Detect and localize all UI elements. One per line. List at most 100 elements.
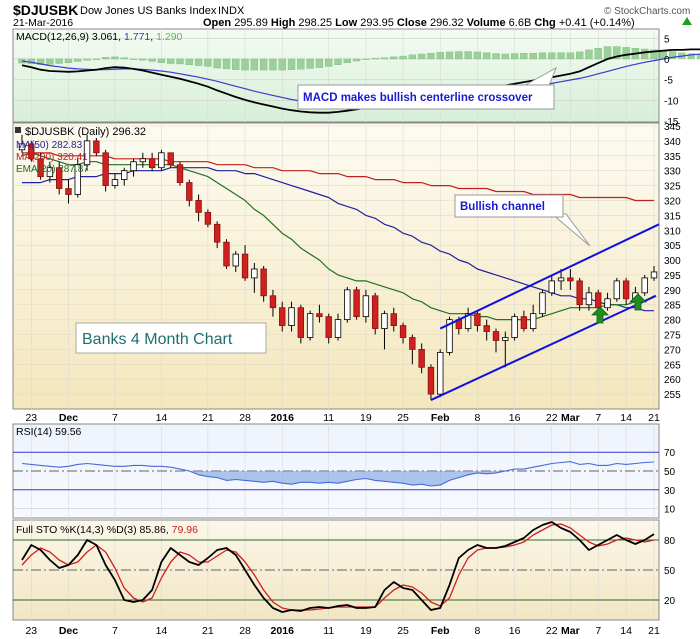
rsi-legend: RSI(14) 59.56: [16, 426, 82, 438]
price-candle: [334, 319, 342, 338]
macd-histogram-bar: [650, 49, 658, 60]
change-up-triangle: [682, 17, 692, 25]
macd-histogram-bar: [36, 58, 45, 65]
price-candle: [567, 277, 574, 282]
x-axis-label: 7: [112, 625, 118, 637]
price-candle: [418, 349, 425, 368]
macd-histogram-bar: [427, 52, 435, 60]
price-y-tick: 340: [664, 137, 681, 148]
x-axis-label: 23: [25, 412, 37, 424]
price-candle: [409, 337, 416, 350]
price-candle: [176, 164, 184, 183]
macd-histogram-bar: [111, 56, 119, 60]
arrow-up-2: [629, 293, 647, 311]
macd-histogram-bar: [343, 58, 351, 63]
macd-histogram-bar: [510, 53, 519, 60]
symbol-title: $DJUSBK: [13, 2, 78, 18]
price-candle: [622, 280, 630, 300]
price-candle: [204, 211, 212, 225]
price-candle: [511, 316, 518, 338]
price-candle: [148, 158, 156, 169]
price-candle: [492, 331, 500, 341]
price-y-tick: 315: [664, 211, 681, 222]
price-y-tick: 320: [664, 196, 681, 207]
price-candle: [316, 313, 323, 318]
macd-histogram-bar: [64, 58, 73, 63]
macd-y-tick: -10: [664, 96, 679, 107]
x-axis-label: 21: [648, 412, 660, 424]
price-candle: [325, 316, 332, 338]
price-candle: [251, 268, 258, 279]
x-axis-label: 19: [360, 625, 372, 637]
price-y-tick: 325: [664, 182, 681, 193]
macd-histogram-bar: [483, 52, 491, 60]
ma200-legend: MA(200) 320.41: [16, 152, 88, 163]
price-y-tick: 260: [664, 375, 681, 386]
x-axis-label: 25: [397, 412, 409, 424]
rsi-layer: [13, 451, 659, 491]
macd-histogram-bar: [408, 54, 417, 60]
price-candle: [93, 140, 100, 154]
price-candle: [195, 200, 202, 213]
price-candle: [548, 280, 555, 294]
macd-histogram-bar: [297, 58, 305, 70]
macd-histogram-bar: [139, 58, 147, 61]
price-y-tick: 270: [664, 345, 681, 356]
macd-histogram-bar: [501, 53, 509, 60]
price-candle: [557, 277, 565, 282]
macd-histogram-bar: [55, 58, 63, 64]
macd-histogram-bar: [622, 47, 630, 60]
x-axis-label: 23: [25, 625, 37, 637]
price-candle: [297, 307, 305, 338]
exchange-label: INDX: [218, 5, 245, 17]
x-axis-label: 7: [595, 625, 601, 637]
macd-y-tick: 5: [664, 34, 670, 45]
price-y-tick: 280: [664, 316, 681, 327]
x-axis-label: Dec: [59, 412, 78, 424]
macd-legend: MACD(12,26,9) 3.061, 1.771, 1.290: [16, 31, 183, 43]
macd-histogram-bar: [167, 58, 175, 64]
macd-histogram-bar: [287, 58, 296, 70]
watermark: © StockCharts.com: [604, 6, 690, 17]
price-candle: [390, 313, 397, 326]
macd-histogram-bar: [492, 53, 500, 60]
x-axis-label: 11: [323, 412, 334, 424]
price-candle: [232, 253, 239, 267]
x-axis-label: 14: [156, 625, 168, 637]
macd-histogram-bar: [362, 58, 370, 60]
price-candle: [46, 167, 54, 178]
macd-histogram-bar: [417, 53, 426, 60]
x-axis-label: 21: [202, 412, 214, 424]
macd-histogram-bar: [92, 58, 101, 60]
price-candle: [260, 268, 267, 297]
price-candle: [111, 179, 119, 186]
macd-histogram-bar: [594, 48, 602, 60]
stochastic-panel: [12, 519, 660, 621]
index-name: Dow Jones US Banks Index: [80, 5, 217, 17]
price-candle: [223, 241, 230, 267]
x-axis-label: 16: [509, 625, 521, 637]
x-axis-label: Feb: [431, 625, 450, 637]
price-candle: [288, 307, 295, 326]
rsi-y-tick: 10: [664, 505, 676, 516]
price-candle: [241, 253, 249, 279]
price-y-tick: 295: [664, 271, 681, 282]
x-axis-label: 8: [474, 625, 480, 637]
price-candle: [437, 351, 444, 395]
macd-histogram-bar: [222, 58, 231, 70]
x-axis-label: Feb: [431, 412, 450, 424]
macd-histogram-bar: [473, 51, 482, 60]
macd-histogram-bar: [74, 58, 82, 62]
price-candle: [158, 152, 165, 169]
x-axis-label: 8: [474, 412, 480, 424]
price-candle: [28, 143, 35, 160]
price-candle: [74, 164, 81, 195]
price-candle: [167, 152, 174, 166]
price-candle: [121, 170, 128, 181]
sto-layer: [13, 521, 659, 613]
macd-histogram-bar: [390, 56, 398, 60]
price-y-tick: 310: [664, 226, 681, 237]
price-candle: [213, 223, 221, 243]
price-y-tick: 300: [664, 256, 681, 267]
